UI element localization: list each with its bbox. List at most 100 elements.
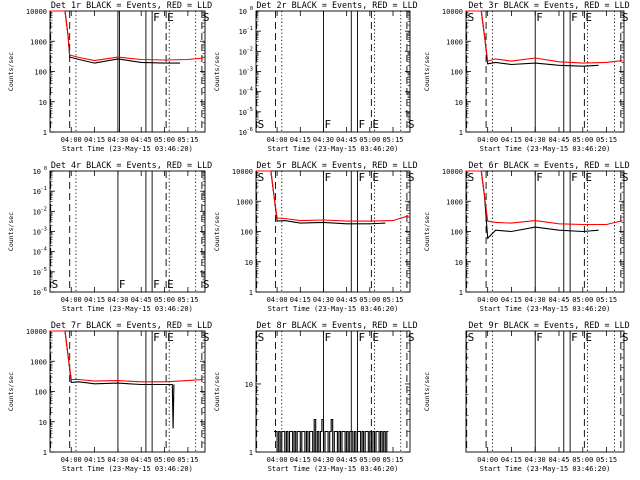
marker-label: E: [585, 171, 592, 184]
marker-label: S: [52, 278, 59, 291]
y-tick-exponent: -1: [246, 26, 253, 32]
x-axis-label: Start Time (23-May-15 03:46:20): [268, 305, 399, 313]
x-axis-label: Start Time (23-May-15 03:46:20): [480, 305, 611, 313]
series-events-line: [50, 330, 175, 429]
y-axis-label: Counts/sec: [213, 52, 221, 91]
x-tick-label: 04:00: [61, 456, 82, 464]
y-axis-label: Counts/sec: [7, 52, 15, 91]
x-axis-label: Start Time (23-May-15 03:46:20): [62, 465, 193, 473]
panel-det-8: Det 8r BLACK = Events, RED = LLD Counts/s…: [213, 320, 418, 473]
x-tick-label: 04:15: [501, 296, 522, 304]
marker-label: S: [203, 331, 210, 344]
marker-label: S: [203, 278, 210, 291]
marker-label: E: [585, 11, 592, 24]
panel-title: Det 4r BLACK = Events, RED = LLD: [51, 160, 212, 170]
panel-det-3: Det 3r BLACK = Events, RED = LLD Counts/s…: [423, 0, 630, 153]
y-axis-label: Counts/sec: [213, 212, 221, 251]
y-tick-label: 1: [43, 129, 47, 137]
y-tick-label: 10: [239, 109, 247, 117]
y-tick-exponent: -6: [40, 287, 47, 293]
x-tick-label: 04:15: [84, 136, 105, 144]
marker-label: E: [167, 331, 174, 344]
plot-frame: [49, 330, 206, 453]
y-axis-label: Counts/sec: [423, 372, 431, 411]
marker-label: F: [571, 331, 578, 344]
x-tick-label: 05:15: [177, 456, 198, 464]
x-tick-label: 05:15: [177, 296, 198, 304]
marker-label: S: [408, 331, 415, 344]
marker-label: S: [408, 171, 415, 184]
x-tick-label: 05:15: [382, 136, 403, 144]
x-tick-label: 05:00: [359, 136, 380, 144]
marker-label: F: [324, 331, 331, 344]
y-tick-exponent: -4: [40, 247, 47, 253]
series-lld-line: [466, 10, 623, 64]
y-tick-label: 1: [43, 449, 47, 457]
y-tick-label: 10: [39, 99, 47, 107]
marker-label: E: [167, 278, 174, 291]
y-tick-exponent: -5: [40, 267, 47, 273]
panel-det-6: Det 6r BLACK = Events, RED = LLD Counts/s…: [423, 160, 630, 313]
x-tick-label: 04:45: [336, 136, 357, 144]
y-tick-label: 10: [239, 28, 247, 36]
x-axis-label: Start Time (23-May-15 03:46:20): [268, 145, 399, 153]
marker-label: F: [571, 11, 578, 24]
y-tick-exponent: -3: [246, 67, 253, 73]
y-tick-label: 10: [239, 69, 247, 77]
y-tick-label: 10000: [442, 168, 463, 176]
y-tick-exponent: 0: [250, 6, 253, 12]
x-tick-label: 04:30: [107, 456, 128, 464]
marker-label: S: [622, 331, 629, 344]
y-tick-label: 100: [34, 389, 47, 397]
y-axis-label: Counts/sec: [423, 52, 431, 91]
marker-label: S: [468, 331, 475, 344]
x-tick-label: 04:00: [267, 456, 288, 464]
x-tick-label: 05:15: [177, 136, 198, 144]
y-axis-label: Counts/sec: [423, 212, 431, 251]
x-tick-label: 04:45: [548, 456, 569, 464]
marker-label: F: [324, 171, 331, 184]
marker-label: S: [203, 11, 210, 24]
y-tick-label: 10: [245, 259, 253, 267]
marker-label: F: [571, 171, 578, 184]
marker-label: F: [536, 171, 543, 184]
x-tick-label: 04:00: [267, 296, 288, 304]
y-axis-label: Counts/sec: [7, 372, 15, 411]
plot-frame: [255, 10, 411, 133]
x-tick-label: 04:45: [131, 456, 152, 464]
marker-label: E: [167, 11, 174, 24]
panel-title: Det 3r BLACK = Events, RED = LLD: [468, 0, 629, 10]
y-tick-label: 1: [249, 289, 253, 297]
x-tick-label: 05:00: [154, 296, 175, 304]
marker-label: F: [358, 331, 365, 344]
x-tick-label: 04:15: [290, 136, 311, 144]
marker-label: S: [468, 171, 475, 184]
plot-frame: [255, 170, 411, 293]
x-tick-label: 04:45: [336, 296, 357, 304]
x-axis-label: Start Time (23-May-15 03:46:20): [480, 145, 611, 153]
series-lld-line: [256, 170, 409, 222]
y-tick-label: 10: [33, 188, 41, 196]
y-tick-label: 10: [239, 48, 247, 56]
y-tick-exponent: -5: [246, 107, 253, 113]
y-tick-label: 100: [450, 229, 463, 237]
plot-frame: [465, 170, 625, 293]
x-tick-label: 05:15: [596, 296, 617, 304]
plot-frame: [49, 10, 206, 133]
y-tick-label: 10: [33, 249, 41, 257]
series-lld-line: [466, 170, 623, 226]
panel-title: Det 7r BLACK = Events, RED = LLD: [51, 320, 212, 330]
series-lld-line: [50, 10, 204, 62]
x-tick-label: 04:45: [548, 136, 569, 144]
marker-label: E: [585, 331, 592, 344]
x-tick-label: 04:45: [131, 136, 152, 144]
x-tick-label: 04:00: [61, 136, 82, 144]
panel-det-2: Det 2r BLACK = Events, RED = LLD Counts/s…: [213, 0, 418, 153]
x-tick-label: 04:45: [336, 456, 357, 464]
y-tick-exponent: -4: [246, 87, 253, 93]
y-tick-label: 10: [245, 381, 253, 389]
panel-det-1: Det 1r BLACK = Events, RED = LLD Counts/s…: [7, 0, 212, 153]
y-tick-label: 1: [459, 129, 463, 137]
panel-title: Det 1r BLACK = Events, RED = LLD: [51, 0, 212, 10]
x-tick-label: 04:15: [84, 296, 105, 304]
